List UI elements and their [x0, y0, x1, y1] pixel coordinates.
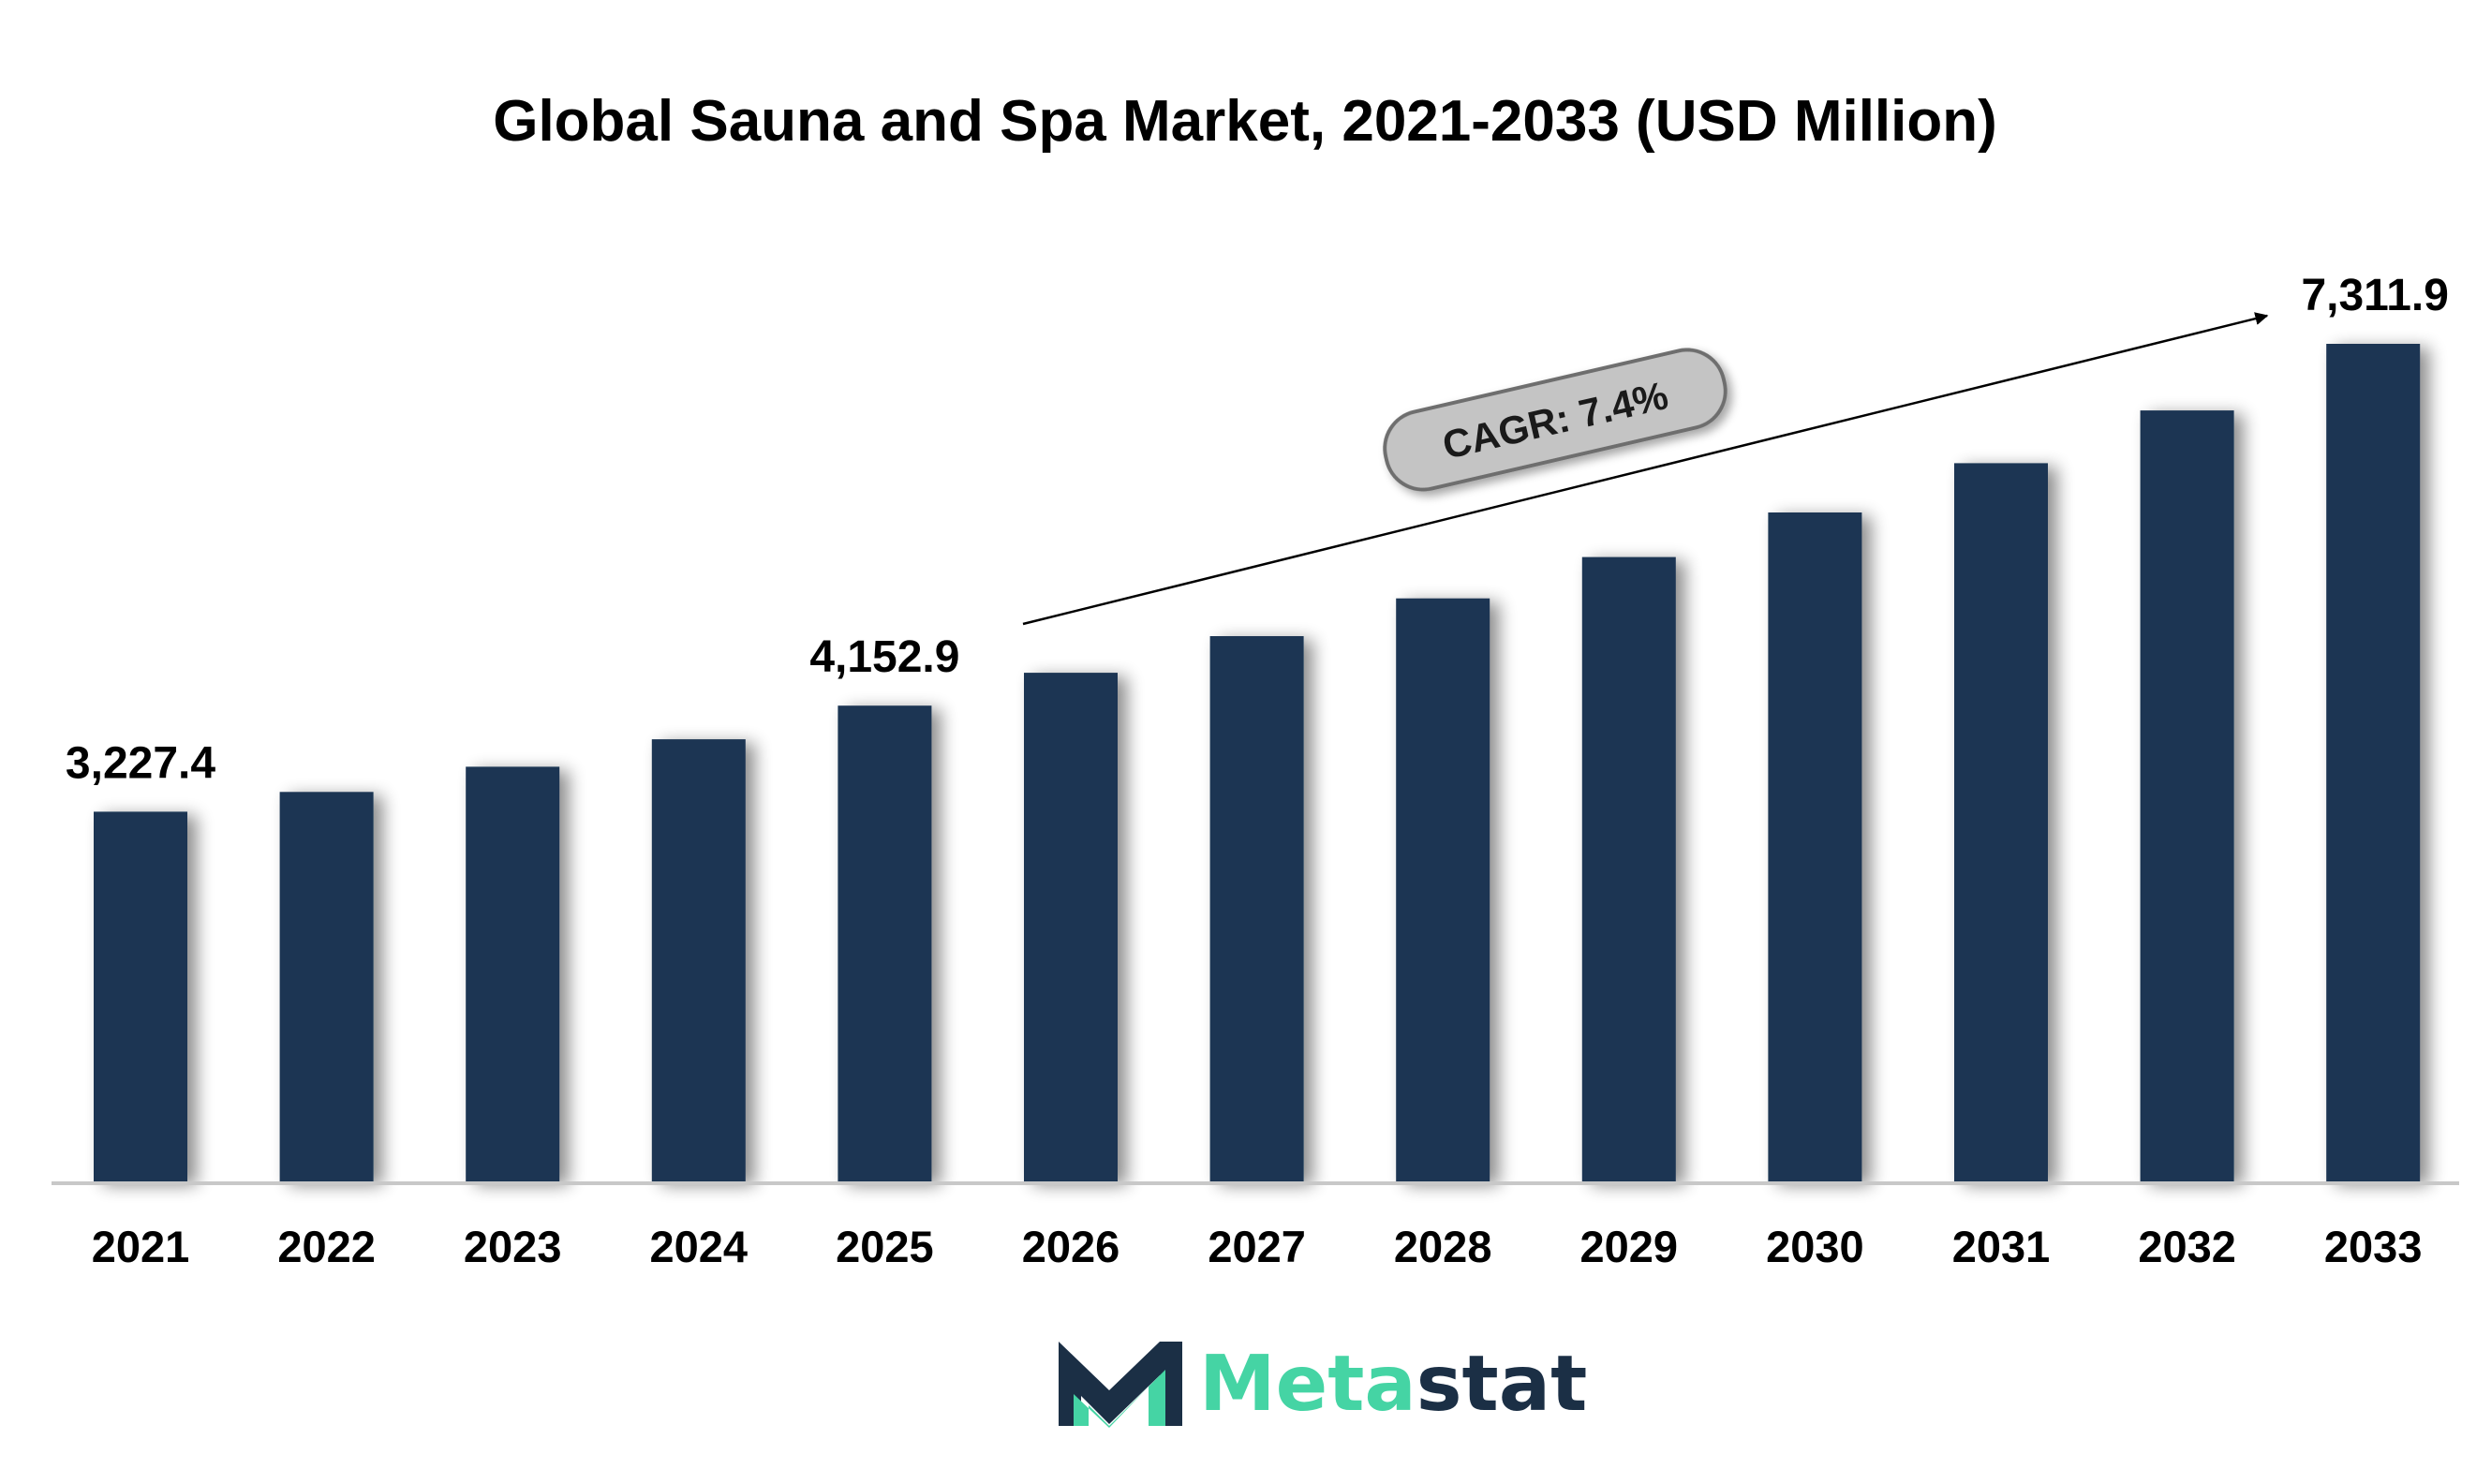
x-axis-ticks: 2021 2022 2023 2024 2025 2026 2027 2028 2029 2030…: [92, 1222, 2423, 1271]
bar-2021: [94, 811, 187, 1181]
data-label-2025: 4,152.9: [809, 632, 959, 682]
x-tick-label-2033: 2033: [2324, 1222, 2423, 1271]
x-tick-label-2026: 2026: [1022, 1222, 1120, 1271]
data-label-2033: 7,311.9: [2301, 271, 2449, 320]
x-tick-label-2031: 2031: [1952, 1222, 2051, 1271]
bar-2025: [838, 705, 932, 1181]
trend-arrow: [1022, 312, 2269, 626]
metastat-m-logo-icon: [1059, 1342, 1182, 1428]
bar-2030: [1768, 512, 1862, 1181]
x-tick-label-2030: 2030: [1766, 1222, 1864, 1271]
x-tick-label-2029: 2029: [1580, 1222, 1679, 1271]
x-tick-label-2024: 2024: [650, 1222, 749, 1271]
bar-2024: [651, 739, 746, 1181]
x-tick-label-2021: 2021: [92, 1222, 190, 1271]
bar-2022: [279, 792, 374, 1181]
x-tick-label-2027: 2027: [1208, 1222, 1306, 1271]
bar-2027: [1209, 636, 1304, 1181]
bar-2026: [1024, 673, 1118, 1181]
data-labels: 3,227.4 4,152.9 7,311.9: [66, 271, 2449, 788]
cagr-pill: [1383, 348, 1727, 492]
brand-logo: Metastat: [1059, 1340, 1587, 1429]
x-tick-label-2028: 2028: [1394, 1222, 1492, 1271]
x-tick-label-2032: 2032: [2138, 1222, 2236, 1271]
brand-name-meta: Meta: [1199, 1340, 1416, 1429]
data-label-2021: 3,227.4: [66, 738, 215, 788]
bar-2032: [2140, 410, 2234, 1182]
bar-2029: [1581, 556, 1676, 1181]
bars-layer: [94, 344, 2421, 1182]
cagr-callout: CAGR: 7.4%: [1383, 348, 1727, 492]
bar-2033: [2326, 344, 2421, 1181]
brand-name: Metastat: [1199, 1340, 1587, 1429]
x-tick-label-2023: 2023: [464, 1222, 562, 1271]
brand-name-stat: stat: [1416, 1340, 1588, 1429]
bar-2028: [1396, 598, 1490, 1181]
bar-2023: [466, 766, 560, 1181]
bar-2031: [1954, 463, 2048, 1181]
chart-title: Global Sauna and Spa Market, 2021-2033 (…: [493, 89, 1997, 154]
x-tick-label-2025: 2025: [836, 1222, 934, 1271]
x-tick-label-2022: 2022: [277, 1222, 376, 1271]
